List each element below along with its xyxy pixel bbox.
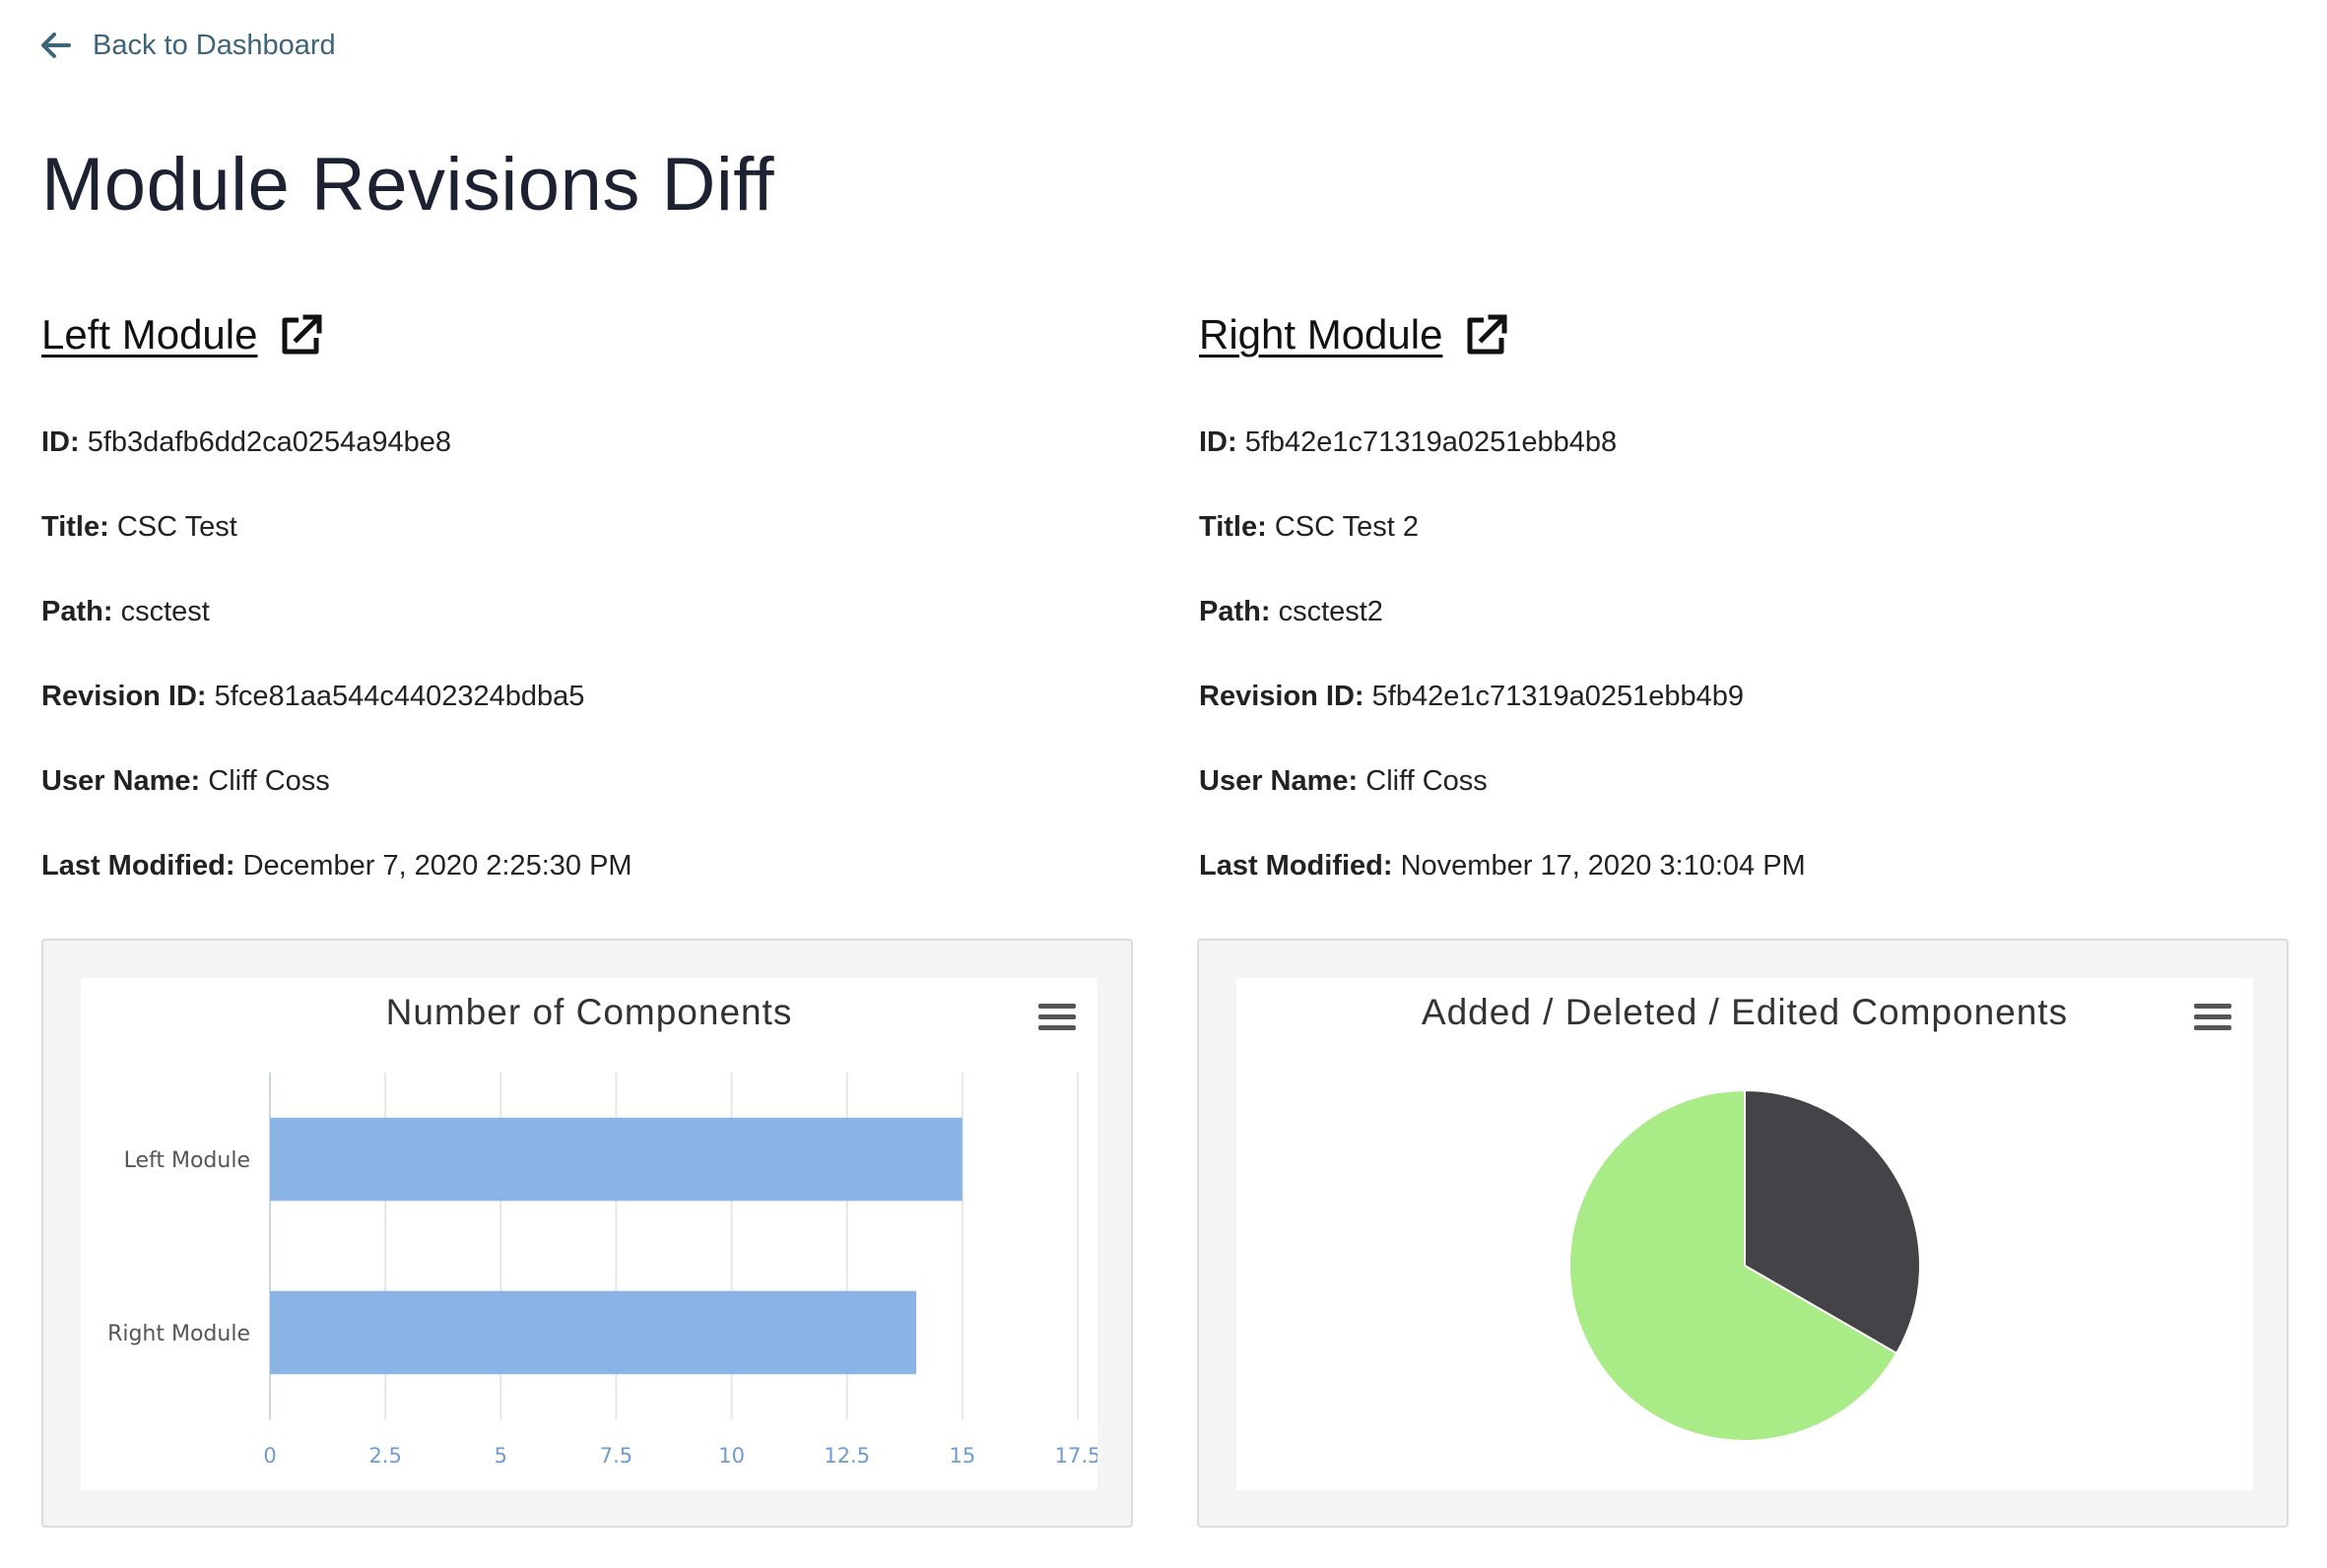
field-value: 5fb42e1c71319a0251ebb4b8: [1244, 426, 1618, 458]
field-value: December 7, 2020 2:25:30 PM: [242, 850, 632, 882]
left-user-name-field: User Name: Cliff Coss: [41, 761, 1135, 846]
left-title-field: Title: CSC Test: [41, 507, 1135, 592]
left-path-field: Path: csctest: [41, 592, 1135, 677]
field-label: Last Modified:: [1199, 850, 1393, 882]
right-revision-id-field: Revision ID: 5fb42e1c71319a0251ebb4b9: [1199, 677, 2293, 761]
left-module-details: Left Module ID: 5fb3dafb6dd2ca0254a94be8…: [41, 300, 1135, 931]
field-label: User Name:: [41, 765, 201, 797]
bar[interactable]: [270, 1117, 963, 1202]
field-value: CSC Test 2: [1274, 511, 1419, 543]
field-label: ID:: [41, 426, 80, 458]
page-title: Module Revisions Diff: [41, 143, 775, 227]
category-label: Left Module: [124, 1148, 250, 1173]
left-last-modified-field: Last Modified: December 7, 2020 2:25:30 …: [41, 846, 1135, 931]
chart-title: Added / Deleted / Edited Components: [1421, 992, 2069, 1032]
field-value: Cliff Coss: [1365, 765, 1488, 797]
components-count-card: Number of Components Left Module Right Mo…: [41, 939, 1133, 1528]
field-label: Last Modified:: [41, 850, 235, 882]
field-value: CSC Test: [116, 511, 237, 543]
right-path-field: Path: csctest2: [1199, 592, 2293, 677]
bar[interactable]: [270, 1290, 916, 1375]
x-tick-label: 15: [949, 1444, 975, 1468]
category-label: Right Module: [107, 1322, 250, 1346]
component-changes-chart: Added / Deleted / Edited Components: [1236, 978, 2253, 1490]
external-link-icon[interactable]: [1464, 312, 1509, 358]
x-tick-label: 5: [495, 1444, 507, 1468]
left-module-fields: ID: 5fb3dafb6dd2ca0254a94be8 Title: CSC …: [41, 423, 1135, 931]
pie-chart-plot: [1568, 1088, 1921, 1442]
chart-title: Number of Components: [385, 992, 793, 1032]
arrow-left-icon: [41, 33, 71, 58]
field-value: November 17, 2020 3:10:04 PM: [1400, 850, 1806, 882]
field-label: Revision ID:: [41, 681, 207, 712]
field-label: Path:: [1199, 596, 1271, 627]
bar-chart-plot: Left Module Right Module 0 2.5 5 7.5 10 12.5 15…: [107, 1073, 1097, 1468]
field-value: 5fb3dafb6dd2ca0254a94be8: [87, 426, 452, 458]
field-label: Revision ID:: [1199, 681, 1364, 712]
field-label: Title:: [1199, 511, 1267, 543]
components-count-chart: Number of Components Left Module Right Mo…: [81, 978, 1097, 1490]
x-tick-label: 0: [263, 1444, 276, 1468]
x-tick-label: 12.5: [824, 1444, 870, 1468]
right-user-name-field: User Name: Cliff Coss: [1199, 761, 2293, 846]
external-link-icon[interactable]: [279, 312, 324, 358]
pie-slice[interactable]: [1744, 1088, 1921, 1355]
back-to-dashboard-label: Back to Dashboard: [93, 29, 336, 61]
x-tick-label: 10: [718, 1444, 745, 1468]
field-value: 5fb42e1c71319a0251ebb4b9: [1371, 681, 1745, 712]
right-id-field: ID: 5fb42e1c71319a0251ebb4b8: [1199, 423, 2293, 507]
component-changes-card: Added / Deleted / Edited Components: [1197, 939, 2289, 1528]
chart-menu-button[interactable]: [1038, 1004, 1076, 1035]
field-label: Path:: [41, 596, 113, 627]
right-module-heading: Right Module: [1199, 300, 2293, 369]
chart-menu-button[interactable]: [2194, 1004, 2231, 1035]
right-last-modified-field: Last Modified: November 17, 2020 3:10:04…: [1199, 846, 2293, 931]
pie-slice[interactable]: [1568, 1088, 1898, 1442]
field-value: Cliff Coss: [208, 765, 330, 797]
left-id-field: ID: 5fb3dafb6dd2ca0254a94be8: [41, 423, 1135, 507]
field-value: csctest: [120, 596, 210, 627]
back-to-dashboard-link[interactable]: Back to Dashboard: [39, 26, 336, 65]
hamburger-menu-icon: [1038, 1004, 1076, 1009]
x-tick-label: 17.5: [1055, 1444, 1097, 1468]
field-label: User Name:: [1199, 765, 1359, 797]
right-title-field: Title: CSC Test 2: [1199, 507, 2293, 592]
right-module-link[interactable]: Right Module: [1199, 311, 1443, 358]
left-module-link[interactable]: Left Module: [41, 311, 258, 358]
field-value: 5fce81aa544c4402324bdba5: [214, 681, 585, 712]
x-tick-label: 7.5: [600, 1444, 632, 1468]
field-value: csctest2: [1278, 596, 1383, 627]
field-label: Title:: [41, 511, 109, 543]
hamburger-menu-icon: [2194, 1004, 2231, 1009]
field-label: ID:: [1199, 426, 1237, 458]
right-module-fields: ID: 5fb42e1c71319a0251ebb4b8 Title: CSC …: [1199, 423, 2293, 931]
right-module-details: Right Module ID: 5fb42e1c71319a0251ebb4b…: [1199, 300, 2293, 931]
left-revision-id-field: Revision ID: 5fce81aa544c4402324bdba5: [41, 677, 1135, 761]
left-module-heading: Left Module: [41, 300, 1135, 369]
x-tick-label: 2.5: [368, 1444, 401, 1468]
